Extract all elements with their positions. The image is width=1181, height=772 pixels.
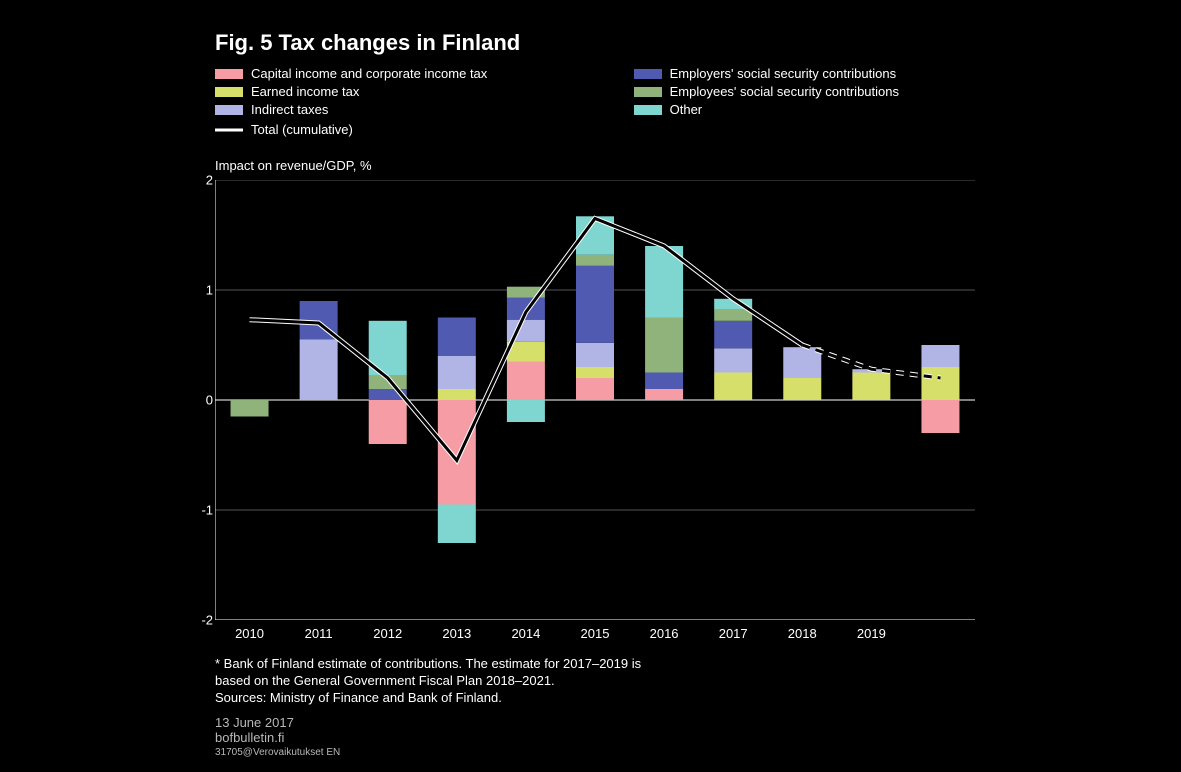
plot-area (215, 180, 975, 620)
credits-code: 31705@Verovaikutukset EN (215, 745, 340, 760)
credits: 13 June 2017 bofbulletin.fi 31705@Verova… (215, 715, 340, 760)
x-tick-2017: 2017 (719, 626, 748, 641)
chart-title: Fig. 5 Tax changes in Finland (215, 30, 520, 56)
x-tick-2016: 2016 (650, 626, 679, 641)
credits-site: bofbulletin.fi (215, 730, 340, 745)
legend-item-indirect: Indirect taxes (215, 101, 630, 119)
x-tick-2013: 2013 (442, 626, 471, 641)
legend-col-1: Capital income and corporate income taxE… (215, 65, 630, 119)
x-tick-2018: 2018 (788, 626, 817, 641)
legend-swatch-other (634, 105, 662, 115)
y-tick--2: -2 (201, 613, 213, 628)
legend-swatch-indirect (215, 105, 243, 115)
legend-item-employers: Employers' social security contributions (634, 65, 899, 83)
y-axis-label: Impact on revenue/GDP, % (215, 158, 372, 173)
y-tick--1: -1 (201, 503, 213, 518)
x-tick-2011: 2011 (305, 626, 333, 641)
legend-swatch-employers (634, 69, 662, 79)
legend-swatch-earned (215, 87, 243, 97)
x-tick-2010: 2010 (235, 626, 264, 641)
legend-label-indirect: Indirect taxes (251, 101, 328, 119)
x-tick-2014: 2014 (511, 626, 540, 641)
credits-date: 13 June 2017 (215, 715, 340, 730)
x-tick-2019: 2019 (857, 626, 886, 641)
y-tick-2: 2 (206, 173, 213, 188)
y-axis-ticks: -2-1012 (175, 180, 213, 620)
legend-swatch-capital (215, 69, 243, 79)
legend-item-earned: Earned income tax (215, 83, 630, 101)
legend-label-other: Other (670, 101, 703, 119)
x-tick-2015: 2015 (581, 626, 610, 641)
x-tick-2012: 2012 (373, 626, 402, 641)
legend-swatch-employees (634, 87, 662, 97)
legend-label-earned: Earned income tax (251, 83, 359, 101)
legend-label-employers: Employers' social security contributions (670, 65, 896, 83)
legend-label-employees: Employees' social security contributions (670, 83, 899, 101)
legend-item-employees: Employees' social security contributions (634, 83, 899, 101)
chart-stage: Fig. 5 Tax changes in Finland Capital in… (0, 0, 1181, 772)
legend-line-label: Total (cumulative) (251, 121, 353, 139)
y-tick-0: 0 (206, 393, 213, 408)
plot-svg (215, 180, 975, 620)
legend-line-item: Total (cumulative) (215, 121, 899, 139)
y-tick-1: 1 (206, 283, 213, 298)
legend-line-swatch (215, 125, 243, 135)
legend-item-other: Other (634, 101, 899, 119)
legend-item-capital: Capital income and corporate income tax (215, 65, 630, 83)
footnote: * Bank of Finland estimate of contributi… (215, 655, 641, 706)
legend-col-2: Employers' social security contributions… (634, 65, 899, 119)
legend-label-capital: Capital income and corporate income tax (251, 65, 487, 83)
legend: Capital income and corporate income taxE… (215, 65, 899, 139)
